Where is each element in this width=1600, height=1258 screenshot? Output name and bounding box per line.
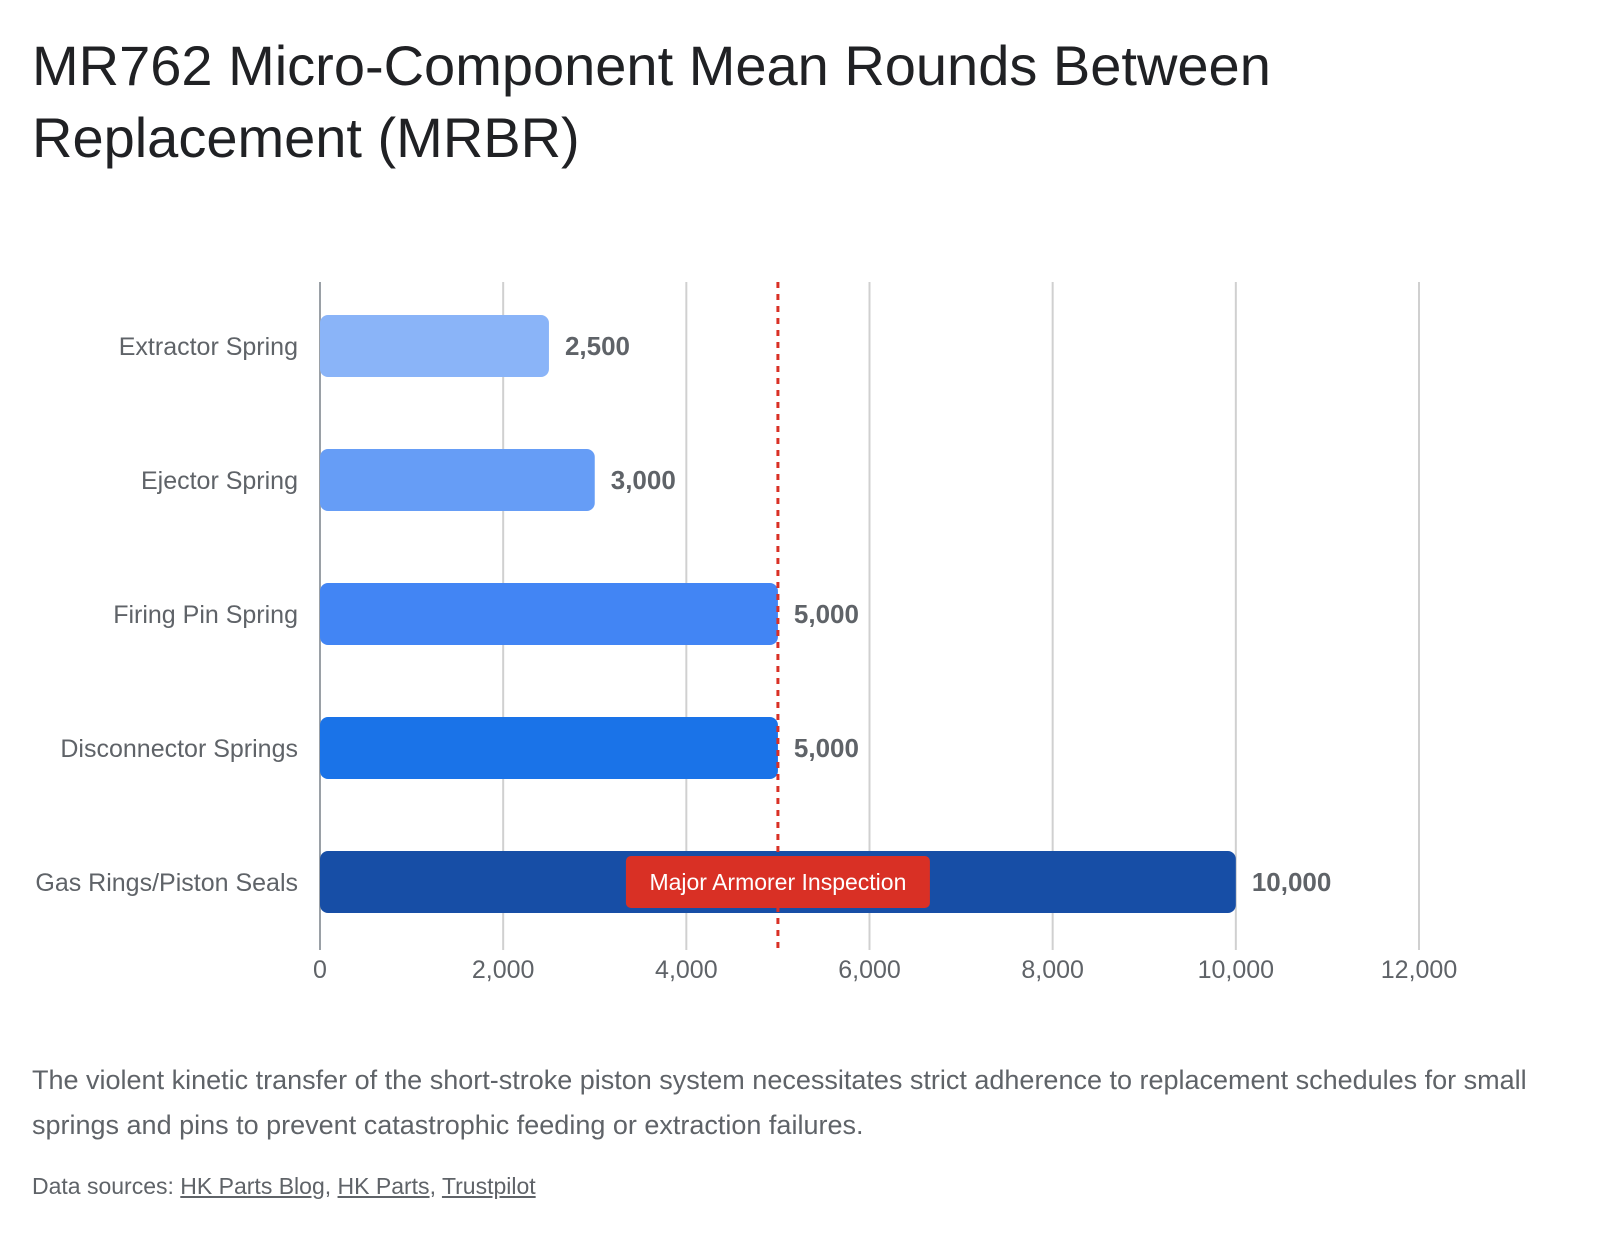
bar bbox=[320, 315, 549, 377]
x-tick-label: 12,000 bbox=[1381, 956, 1457, 984]
x-tick-label: 10,000 bbox=[1198, 956, 1274, 984]
bar-chart: 2,500 3,000 5,000 5,000 10,000 Major Armorer… bbox=[35, 282, 1457, 984]
category-labels: Extractor Spring Ejector Spring Firing Pin… bbox=[35, 333, 298, 897]
value-label: 10,000 bbox=[1252, 867, 1332, 897]
category-label: Disconnector Springs bbox=[60, 735, 298, 763]
x-tick-label: 4,000 bbox=[655, 956, 718, 984]
x-tick-label: 6,000 bbox=[838, 956, 901, 984]
value-label: 3,000 bbox=[611, 465, 676, 495]
reference-line-label: Major Armorer Inspection bbox=[649, 869, 906, 895]
category-label: Firing Pin Spring bbox=[113, 601, 298, 629]
value-label: 5,000 bbox=[794, 599, 859, 629]
source-separator: , bbox=[324, 1173, 338, 1199]
chart-title: MR762 Micro-Component Mean Rounds Betwee… bbox=[32, 34, 1271, 169]
source-link-trustpilot[interactable]: Trustpilot bbox=[441, 1173, 536, 1199]
reference-line-group: Major Armorer Inspection bbox=[625, 282, 930, 950]
chart-caption: The violent kinetic transfer of the shor… bbox=[32, 1065, 1527, 1140]
reference-line-label-box bbox=[625, 856, 930, 908]
source-separator: , bbox=[429, 1173, 442, 1199]
data-sources: Data sources: HK Parts Blog, HK Parts, T… bbox=[32, 1170, 536, 1202]
x-tick-label: 8,000 bbox=[1021, 956, 1084, 984]
bar bbox=[320, 449, 595, 511]
source-link-hk-parts[interactable]: HK Parts bbox=[337, 1173, 430, 1199]
category-label: Ejector Spring bbox=[141, 467, 298, 495]
category-label: Extractor Spring bbox=[119, 333, 298, 361]
source-link-hk-parts-blog[interactable]: HK Parts Blog bbox=[180, 1173, 325, 1199]
value-labels: 2,500 3,000 5,000 5,000 10,000 bbox=[565, 331, 1331, 897]
bar bbox=[320, 717, 778, 779]
x-tick-label: 0 bbox=[313, 956, 327, 984]
category-label: Gas Rings/Piston Seals bbox=[35, 869, 298, 897]
bar bbox=[320, 583, 778, 645]
value-label: 5,000 bbox=[794, 733, 859, 763]
data-sources-prefix: Data sources: bbox=[32, 1173, 181, 1199]
value-label: 2,500 bbox=[565, 331, 630, 361]
x-tick-label: 2,000 bbox=[472, 956, 535, 984]
x-axis-tick-labels: 0 2,000 4,000 6,000 8,000 10,000 12,000 bbox=[313, 956, 1457, 984]
